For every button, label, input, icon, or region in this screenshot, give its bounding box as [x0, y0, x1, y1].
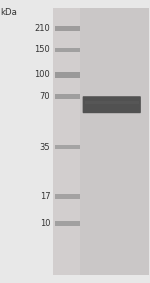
Text: 210: 210	[34, 24, 50, 33]
Text: 10: 10	[40, 219, 50, 228]
Text: 17: 17	[40, 192, 50, 201]
Bar	[80, 8, 148, 275]
Text: 35: 35	[40, 143, 50, 152]
Bar	[53, 8, 80, 275]
Text: 150: 150	[34, 45, 50, 54]
Bar	[55, 145, 80, 149]
FancyBboxPatch shape	[83, 96, 141, 113]
Bar	[55, 72, 80, 78]
Bar	[85, 101, 139, 104]
Text: 100: 100	[34, 70, 50, 80]
Text: 70: 70	[40, 92, 50, 101]
Bar	[55, 48, 80, 52]
Bar	[55, 26, 80, 31]
Bar	[55, 221, 80, 226]
Bar	[55, 194, 80, 199]
Bar	[55, 94, 80, 99]
Text: kDa: kDa	[0, 8, 17, 18]
